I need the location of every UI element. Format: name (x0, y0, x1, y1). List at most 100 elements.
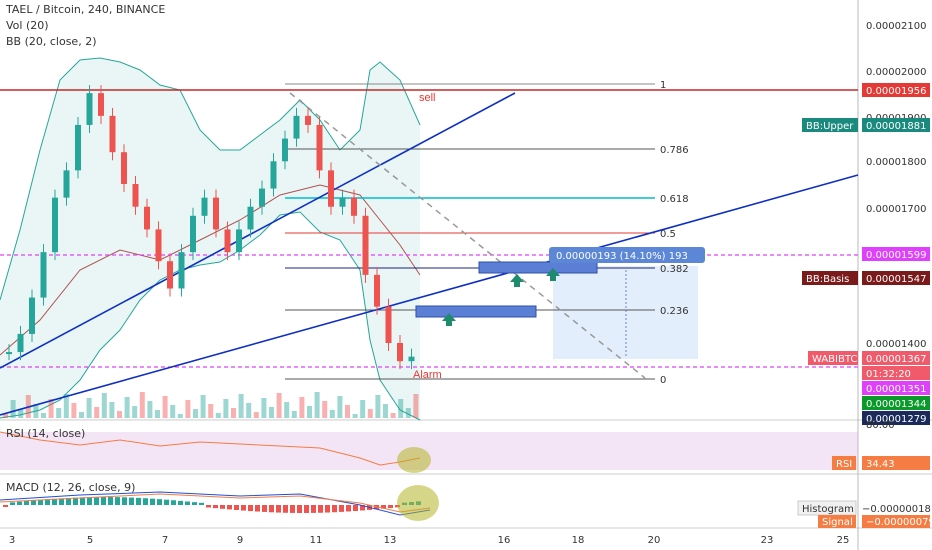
price-tag-value: 0.00001599 (866, 250, 926, 261)
signal-tag (862, 515, 930, 528)
macd-legend: MACD (12, 26, close, 9) (6, 481, 136, 494)
volume-bar (345, 405, 350, 418)
volume-bar (193, 409, 198, 418)
alarm-annotation: Alarm (413, 369, 442, 381)
time-tick: 25 (837, 535, 850, 546)
price-tag-value: 0.00001367 (866, 354, 926, 365)
time-tick: 20 (648, 535, 661, 546)
volume-bar (314, 392, 320, 418)
price-tag-label: WABIBTC (812, 354, 857, 365)
macd-histogram-bar (17, 501, 22, 505)
rsi-tick: 80.00 (866, 420, 895, 431)
macd-histogram-bar (80, 497, 85, 505)
bb-basis-line (0, 184, 421, 356)
candle-body (282, 138, 288, 162)
signal-label: Signal (822, 517, 853, 528)
volume-bar (329, 410, 335, 418)
volume-bar (269, 407, 274, 418)
rsi-tag-label: RSI (836, 459, 852, 470)
candle-body (374, 274, 380, 307)
macd-histogram-bar (171, 500, 176, 505)
volume-bar (170, 405, 176, 418)
volume-bar (231, 408, 236, 418)
time-tick: 9 (237, 535, 243, 546)
candle-body (328, 170, 334, 207)
fib-label: 1 (660, 80, 666, 91)
candle-body (155, 229, 162, 262)
volume-bar (185, 400, 191, 418)
macd-histogram-bar (234, 505, 239, 511)
macd-histogram-bar (353, 505, 358, 511)
candle-body (362, 215, 369, 275)
macd-histogram-bar (66, 497, 71, 505)
candle-body (201, 197, 208, 216)
bb-upper-line (0, 57, 421, 301)
trend-line-lower (0, 174, 859, 416)
up-arrow-icon (510, 274, 524, 287)
macd-histogram-bar (164, 499, 169, 505)
macd-histogram-bar (115, 497, 120, 505)
rsi-line (0, 431, 421, 466)
macd-histogram-bar (332, 505, 337, 513)
macd-histogram-bar (101, 497, 106, 505)
fib-label: 0.382 (660, 264, 689, 275)
price-tag (862, 83, 930, 97)
trend-line-upper (0, 92, 516, 369)
volume-bar (284, 402, 290, 418)
macd-histogram-bar (10, 502, 15, 505)
candle-body (75, 124, 81, 171)
volume-bar (215, 413, 221, 418)
price-tick: 0.00001800 (866, 157, 926, 168)
fib-label: 0 (660, 375, 666, 386)
price-tag-value: 0.00001547 (866, 274, 926, 285)
macd-highlight (397, 485, 439, 521)
candle-body (6, 352, 12, 355)
time-tick: 16 (498, 535, 511, 546)
candle-body (17, 333, 24, 353)
volume-bar (162, 396, 168, 418)
signal-value: −0.00000079 (866, 517, 932, 528)
price-tag (862, 247, 930, 261)
measure-label: 0.00000193 (14.10%) 193 (556, 251, 688, 262)
up-arrow-icon (442, 313, 456, 326)
price-tag-label: BB:Basis (806, 274, 849, 285)
volume-bar (71, 403, 77, 418)
price-tag-label-bg (808, 351, 858, 365)
candle-body (236, 229, 242, 253)
candle-body (121, 152, 127, 184)
rsi-highlight (397, 447, 431, 473)
price-tick: 0.00001700 (866, 204, 926, 215)
volume-bar (94, 407, 100, 418)
fib-label: 0.5 (660, 229, 676, 240)
price-tag-value: 0.00001279 (866, 414, 926, 425)
signal-label-bg (818, 515, 856, 528)
candle-body (259, 188, 265, 207)
dashed-path (289, 92, 646, 379)
volume-bar (10, 400, 16, 418)
macd-histogram-bar (52, 498, 57, 505)
candle-body (351, 197, 357, 216)
candle-body (132, 184, 139, 207)
volume-bar (48, 399, 54, 418)
price-tag-label: BB:Upper (806, 121, 854, 132)
price-tag-value: 0.00001956 (866, 86, 926, 97)
volume-bar (405, 408, 411, 418)
macd-histogram-bar (346, 505, 351, 512)
macd-histogram-bar (381, 505, 386, 509)
price-tag-value: 0.00001351 (866, 384, 926, 395)
volume-bar (155, 410, 160, 418)
volume-bar (238, 394, 244, 418)
candle-body (397, 343, 403, 362)
volume-bar (261, 398, 267, 418)
volume-bar (383, 404, 388, 418)
volume-bar (375, 395, 381, 418)
macd-histogram-bar (136, 497, 141, 505)
price-pane (0, 0, 858, 420)
price-tick: 0.00001400 (866, 339, 926, 350)
volume-bar (223, 399, 229, 418)
price-tag (862, 366, 930, 380)
volume-bar (177, 414, 183, 418)
macd-histogram-bar (38, 499, 43, 505)
fib-label: 0.618 (660, 194, 689, 205)
